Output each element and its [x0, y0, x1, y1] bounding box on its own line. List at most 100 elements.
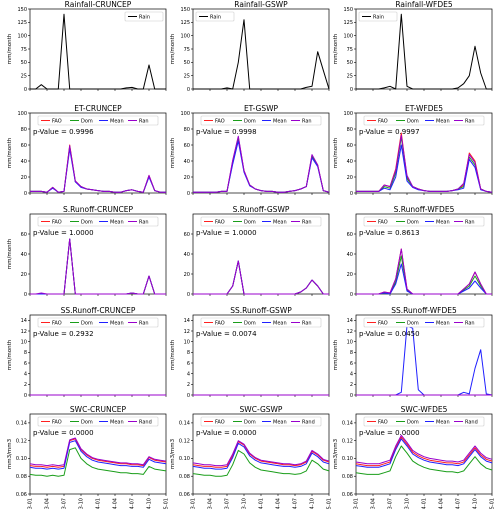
y-tick-label: 20 — [347, 272, 353, 278]
x-tick-label: 2013-01 — [28, 498, 34, 509]
y-axis-label: mm/month — [7, 238, 13, 269]
y-tick-label: 60 — [184, 232, 190, 238]
y-tick-label: 100 — [180, 33, 190, 39]
p-value-label: p-Value = 1.0000 — [33, 229, 94, 237]
legend-box — [363, 416, 485, 427]
y-tick-label: 12 — [184, 329, 190, 335]
y-tick-label: 40 — [184, 252, 190, 258]
legend-label: FAO — [215, 118, 225, 124]
y-axis-label: mm/month — [333, 33, 339, 64]
series-line — [29, 440, 167, 470]
y-tick-label: 60 — [184, 143, 190, 149]
legend-label: FAO — [378, 320, 388, 326]
y-tick-label: 40 — [21, 159, 27, 165]
chart-title: SWC-CRUNCEP — [70, 405, 127, 414]
p-value-label: p-Value = 0.0000 — [33, 429, 94, 437]
legend-label: Dom — [244, 118, 256, 124]
y-axis-label: mm/month — [7, 137, 13, 168]
x-tick-label: 2014-10 — [310, 498, 316, 509]
y-tick-label: 25 — [21, 73, 27, 79]
series-line — [356, 248, 492, 295]
y-tick-label: 14 — [21, 318, 27, 324]
x-tick-label: 2015-01 — [490, 498, 496, 509]
legend-label: FAO — [378, 219, 388, 225]
legend-label: FAO — [215, 219, 225, 225]
y-tick-label: 0.08 — [342, 474, 353, 480]
y-tick-label: 150 — [17, 7, 27, 13]
y-tick-label: 0.06 — [179, 492, 190, 498]
series-line — [30, 238, 166, 295]
y-tick-label: 0.10 — [179, 456, 190, 462]
chart-panel: Rainfall-GSWP 0 25 50 75 100 125 150 mm/month Rai… — [170, 0, 330, 93]
y-tick-label: 2 — [187, 382, 190, 388]
legend-label: Mean — [110, 219, 124, 225]
y-tick-label: 0 — [187, 292, 190, 298]
y-axis-label: mm/month — [7, 339, 13, 370]
y-tick-label: 4 — [187, 371, 190, 377]
series-line — [29, 438, 167, 468]
series-line — [192, 442, 330, 470]
y-tick-label: 0 — [187, 191, 190, 197]
y-tick-label: 100 — [343, 111, 353, 117]
x-tick-label: 2014-04 — [113, 498, 119, 509]
y-tick-label: 50 — [347, 60, 353, 66]
p-value-label: p-Value = 1.0000 — [196, 229, 257, 237]
x-tick-label: 2013-07 — [388, 498, 394, 509]
legend-box — [363, 216, 485, 227]
y-tick-label: 80 — [21, 127, 27, 133]
p-value-label: p-Value = 0.9996 — [33, 128, 94, 136]
y-tick-label: 40 — [347, 159, 353, 165]
y-tick-label: 40 — [184, 159, 190, 165]
series-line — [192, 449, 330, 477]
y-tick-label: 125 — [17, 20, 27, 26]
chart-title: SS.Runoff-GSWP — [230, 306, 292, 315]
y-tick-label: 100 — [180, 111, 190, 117]
series-line — [192, 441, 330, 468]
chart-title: Rainfall-CRUNCEP — [65, 0, 132, 9]
y-tick-label: 0.06 — [342, 492, 353, 498]
legend-label: Dom — [244, 219, 256, 225]
series-line — [193, 260, 329, 295]
series-line — [356, 136, 493, 193]
legend-label: Mean — [436, 219, 450, 225]
y-tick-label: 40 — [21, 252, 27, 258]
series-line — [192, 440, 330, 467]
series-line — [356, 13, 492, 90]
x-tick-label: 2014-01 — [422, 498, 428, 509]
chart-panel: ET-GSWP 0 20 40 60 80 100 mm/month FAO Dom Mean Ran… — [170, 104, 330, 197]
chart-panel: SWC-CRUNCEP 0.06 0.08 0.10 0.12 0.14 mm3/mm3 20… — [7, 405, 170, 509]
y-tick-label: 12 — [347, 329, 353, 335]
p-value-label: p-Value = 0.9998 — [196, 128, 257, 136]
legend-label: Mean — [273, 320, 287, 326]
legend-label: Dom — [81, 320, 93, 326]
y-tick-label: 20 — [347, 175, 353, 181]
y-tick-label: 2 — [24, 382, 27, 388]
chart-panel: S.Runoff-CRUNCEP 0 20 40 60 mm/month FAO Dom Mea… — [7, 205, 167, 298]
chart-title: S.Runoff-CRUNCEP — [63, 205, 134, 214]
legend-box — [37, 216, 159, 227]
legend-label: Rand — [139, 419, 152, 425]
legend-label: Rain — [139, 14, 150, 20]
y-tick-label: 50 — [21, 60, 27, 66]
legend-label: Ran — [465, 219, 475, 225]
y-tick-label: 0.10 — [342, 456, 353, 462]
y-axis-label: mm3/mm3 — [7, 438, 13, 469]
y-tick-label: 0 — [24, 87, 27, 93]
y-tick-label: 80 — [347, 127, 353, 133]
y-tick-label: 0 — [350, 393, 353, 399]
chart-title: S.Runoff-GSWP — [233, 205, 290, 214]
legend-label: Ran — [465, 118, 475, 124]
y-tick-label: 0.14 — [16, 421, 27, 427]
y-tick-label: 10 — [184, 339, 190, 345]
legend-label: FAO — [215, 320, 225, 326]
y-tick-label: 0 — [350, 87, 353, 93]
y-tick-label: 125 — [180, 20, 190, 26]
series-line — [193, 136, 330, 193]
y-tick-label: 60 — [347, 143, 353, 149]
x-tick-label: 2014-07 — [456, 498, 462, 509]
x-tick-label: 2014-01 — [96, 498, 102, 509]
y-tick-label: 125 — [343, 20, 353, 26]
series-line — [356, 134, 493, 193]
x-tick-label: 2013-07 — [62, 498, 68, 509]
chart-panel: SS.Runoff-WFDE5 0 2 4 6 8 10 12 14 mm/month FAO Dom… — [333, 306, 493, 399]
